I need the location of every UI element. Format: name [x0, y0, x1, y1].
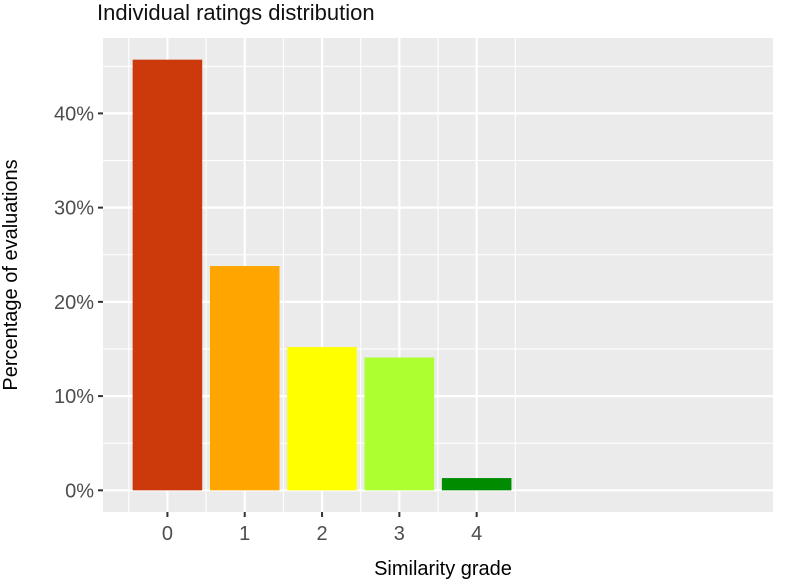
- x-tick-label: 0: [162, 523, 173, 545]
- minor-gridlines: [103, 38, 773, 512]
- x-tick-label: 2: [316, 523, 327, 545]
- bar-2: [287, 347, 357, 491]
- y-axis-label: Percentage of evaluations: [0, 159, 22, 390]
- bar-1: [209, 266, 280, 491]
- bar-0: [132, 59, 203, 491]
- y-axis: 0% 10% 20% 30% 40%: [54, 103, 103, 502]
- chart-title: Individual ratings distribution: [97, 0, 375, 25]
- y-tick-label: 20%: [54, 292, 94, 314]
- bar-3: [364, 357, 435, 491]
- bar-4: [441, 478, 512, 491]
- x-tick-label: 1: [239, 523, 250, 545]
- x-axis-label: Similarity grade: [374, 558, 512, 579]
- x-tick-label: 3: [394, 523, 405, 545]
- bars: [132, 59, 512, 491]
- x-tick-label: 4: [471, 523, 482, 545]
- y-tick-label: 10%: [54, 386, 94, 408]
- y-tick-label: 40%: [54, 103, 94, 125]
- y-tick-label: 0%: [65, 480, 94, 502]
- x-axis: 0 1 2 3 4: [162, 512, 482, 545]
- y-tick-label: 30%: [54, 198, 94, 220]
